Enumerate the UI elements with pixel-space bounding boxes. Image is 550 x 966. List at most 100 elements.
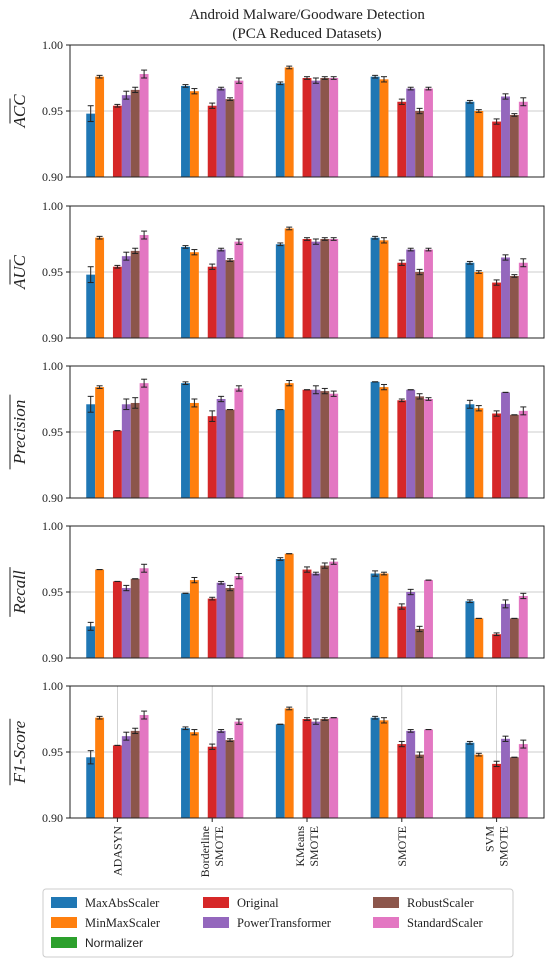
error-bar — [218, 395, 225, 403]
error-bar — [416, 268, 423, 276]
error-bar — [466, 99, 473, 104]
error-bar — [209, 102, 216, 109]
bar-powertransformer-4 — [406, 592, 416, 658]
error-bar — [493, 279, 500, 286]
error-bar — [277, 81, 284, 86]
bar-minmaxscaler-2 — [189, 252, 199, 338]
error-bar — [466, 399, 473, 409]
error-bar — [235, 385, 242, 392]
legend-swatch — [203, 897, 229, 908]
error-bar — [398, 740, 405, 748]
bar-robustscaler-3 — [320, 239, 330, 338]
y-tick-label: 0.95 — [42, 104, 63, 118]
bar-robustscaler-2 — [225, 99, 235, 177]
error-bar — [87, 395, 94, 413]
y-tick-label: 0.95 — [42, 425, 63, 439]
error-bar — [96, 74, 103, 79]
error-bar — [304, 717, 310, 721]
bar-robustscaler-5 — [509, 275, 519, 338]
bar-robustscaler-3 — [320, 78, 330, 177]
bar-minmaxscaler-3 — [284, 67, 294, 177]
error-bar — [407, 588, 414, 596]
error-bar — [502, 254, 509, 261]
bar-original-2 — [207, 266, 217, 338]
error-bar — [141, 563, 148, 573]
bar-minmaxscaler-4 — [379, 240, 389, 338]
error-bar — [132, 397, 139, 409]
y-tick-label: 1.00 — [42, 359, 63, 373]
legend-label: StandardScaler — [407, 916, 484, 930]
y-tick-label: 0.90 — [42, 811, 63, 825]
y-axis-label: Recall — [10, 570, 29, 615]
bar-minmaxscaler-1 — [95, 717, 105, 818]
legend-swatch — [203, 917, 229, 928]
bar-standardscaler-2 — [234, 576, 244, 658]
error-bar — [398, 603, 405, 610]
legend-label: Original — [237, 896, 279, 910]
error-bar — [191, 398, 198, 408]
bar-minmaxscaler-4 — [379, 720, 389, 818]
bar-original-4 — [397, 101, 407, 177]
bar-minmaxscaler-3 — [284, 708, 294, 818]
error-bar — [96, 715, 103, 720]
bar-maxabsscaler-3 — [275, 559, 285, 658]
legend-swatch — [373, 917, 399, 928]
bar-standardscaler-3 — [329, 239, 339, 338]
error-bar — [123, 398, 130, 411]
bar-maxabsscaler-5 — [465, 601, 475, 658]
error-bar — [475, 405, 482, 412]
bar-maxabsscaler-5 — [465, 262, 475, 338]
error-bar — [182, 381, 189, 385]
bar-maxabsscaler-4 — [370, 717, 380, 818]
bar-powertransformer-1 — [121, 256, 131, 338]
bar-maxabsscaler-1 — [86, 113, 96, 177]
bar-standardscaler-4 — [424, 88, 433, 177]
error-bar — [191, 88, 198, 95]
bar-standardscaler-2 — [234, 721, 244, 818]
error-bar — [372, 570, 379, 577]
bar-robustscaler-4 — [415, 754, 425, 818]
x-tick-label: ADASYN — [110, 826, 124, 876]
error-bar — [381, 383, 387, 391]
bar-powertransformer-4 — [406, 389, 416, 498]
error-bar — [191, 576, 198, 584]
error-bar — [493, 118, 500, 125]
error-bar — [141, 710, 148, 720]
bar-maxabsscaler-2 — [181, 85, 190, 177]
bar-minmaxscaler-3 — [284, 228, 294, 338]
bar-powertransformer-2 — [216, 249, 226, 338]
error-bar — [425, 86, 432, 91]
bar-powertransformer-2 — [216, 730, 226, 818]
bar-original-2 — [207, 416, 217, 498]
panel-1: 0.90 0.95 1.00 ACC — [9, 38, 545, 184]
bar-original-4 — [397, 262, 407, 338]
bar-robustscaler-3 — [320, 565, 330, 658]
y-tick-label: 0.95 — [42, 265, 63, 279]
error-bar — [277, 242, 284, 247]
error-bar — [286, 380, 293, 387]
bar-robustscaler-2 — [225, 588, 235, 658]
y-tick-label: 0.95 — [42, 585, 63, 599]
bar-minmaxscaler-3 — [284, 383, 294, 498]
error-bar — [502, 93, 509, 100]
bar-original-4 — [397, 606, 407, 658]
error-bar — [218, 86, 225, 91]
bar-minmaxscaler-1 — [95, 237, 105, 338]
error-bar — [123, 90, 130, 100]
bar-standardscaler-5 — [518, 595, 528, 658]
bar-robustscaler-2 — [225, 409, 235, 498]
x-tick-label: SMOTE — [212, 826, 226, 867]
bar-powertransformer-5 — [501, 96, 510, 177]
bar-robustscaler-1 — [130, 730, 140, 818]
error-bar — [416, 625, 423, 633]
panel-4: 0.90 0.95 1.00 Recall — [9, 519, 545, 665]
bar-powertransformer-4 — [406, 249, 416, 338]
error-bar — [141, 230, 148, 240]
bar-standardscaler-1 — [139, 383, 149, 498]
legend-item-powertransformer: PowerTransformer — [203, 916, 332, 930]
bar-maxabsscaler-3 — [275, 724, 285, 818]
legend: MaxAbsScaler MinMaxScaler Normalizer Origin… — [42, 888, 514, 958]
x-tick-label: KMeans — [293, 826, 307, 867]
bar-original-1 — [112, 430, 122, 498]
bar-minmaxscaler-4 — [379, 79, 389, 177]
